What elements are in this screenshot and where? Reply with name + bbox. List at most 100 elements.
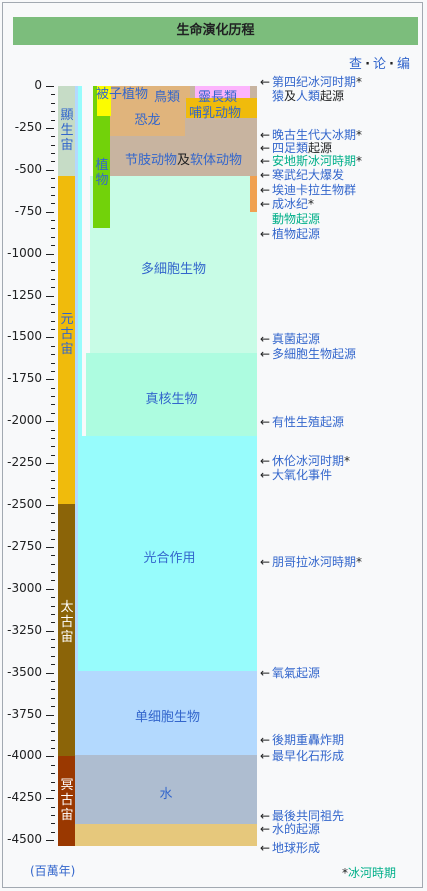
region-orange-stub (250, 176, 257, 212)
talk-link[interactable]: 论 (373, 57, 387, 72)
axis-minor-tick (51, 530, 55, 532)
event-great-oxidation[interactable]: ← 大氧化事件 (260, 468, 333, 482)
event-fungi-origin[interactable]: ← 真菌起源 (260, 332, 321, 346)
axis-tick-mark (46, 295, 54, 297)
axis-tick-mark (46, 714, 54, 716)
event-animal-origin[interactable]: 動物起源 (272, 212, 321, 226)
axis-minor-tick (51, 831, 55, 833)
region-eukaryotes (86, 353, 257, 436)
axis-minor-tick (51, 655, 55, 657)
event-earth-formation[interactable]: ← 地球形成 (260, 841, 321, 855)
axis-minor-tick (51, 245, 55, 247)
axis-minor-tick (51, 261, 55, 263)
axis-tick-mark (46, 127, 54, 129)
region-plants (93, 86, 110, 228)
event-ediacaran-biota[interactable]: ← 埃迪卡拉生物群 (260, 183, 357, 197)
label-plants: 植物 (95, 158, 109, 188)
axis-tick-label: -1750 (7, 371, 42, 386)
event-huronian-glaciation[interactable]: ← 休伦冰河时期* (260, 454, 351, 468)
axis-minor-tick (51, 446, 55, 448)
axis-minor-tick (51, 572, 55, 574)
navbar: 查 · 论 · 编 (349, 57, 410, 72)
label-photosynthesis: 光合作用 (143, 551, 196, 566)
event-cryogenian[interactable]: ← 成冰纪* (260, 197, 315, 211)
axis-minor-tick (51, 303, 55, 305)
eon-archean (58, 504, 75, 756)
axis-tick-label: 0 (34, 78, 42, 92)
axis-tick-label: -3250 (7, 622, 42, 637)
eon-phanerozoic-label: 顯生宙 (60, 108, 74, 153)
event-cambrian-explosion[interactable]: ← 寒武纪大爆发 (260, 168, 345, 182)
edit-link[interactable]: 编 (396, 57, 410, 72)
axis-minor-tick (51, 563, 55, 565)
label-single-cell: 单细胞生物 (134, 710, 200, 725)
event-late-heavy-bombardment[interactable]: ← 後期重轟炸期 (260, 733, 345, 747)
axis-minor-tick (51, 186, 55, 188)
axis-minor-tick (51, 412, 55, 414)
axis-tick-mark (46, 169, 54, 171)
event-multicellular-origin[interactable]: ← 多細胞生物起源 (260, 347, 357, 361)
event-apes-humans[interactable]: 猿及人類起源 (272, 89, 345, 103)
axis-minor-tick (51, 488, 55, 490)
axis-tick-mark (46, 253, 54, 255)
axis-minor-tick (51, 354, 55, 356)
event-sexual-reproduction[interactable]: ← 有性生殖起源 (260, 415, 345, 429)
axis-minor-tick (51, 136, 55, 138)
axis-tick-label: -2500 (7, 497, 42, 511)
label-eukaryotes: 真核生物 (145, 392, 198, 407)
axis-tick-label: -500 (14, 161, 42, 176)
axis-minor-tick (51, 111, 55, 113)
region-primates (195, 86, 250, 100)
label-multicellular: 多細胞生物 (140, 262, 206, 277)
axis-minor-tick (51, 278, 55, 280)
axis-tick-label: -3500 (7, 664, 42, 679)
axis-minor-tick (51, 789, 55, 791)
axis-minor-tick (51, 404, 55, 406)
axis-minor-tick (51, 220, 55, 222)
eon-phanerozoic (58, 86, 75, 176)
axis-minor-tick (51, 429, 55, 431)
diagram-title: 生命演化历程 (13, 17, 418, 45)
event-pongola-glaciation[interactable]: ← 朋哥拉冰河時期* (260, 555, 363, 569)
axis-minor-tick (51, 119, 55, 121)
axis-tick-label: -2750 (7, 538, 42, 553)
axis-minor-tick (51, 639, 55, 641)
event-earliest-fossils[interactable]: ← 最早化石形成 (260, 749, 345, 763)
event-plant-origin[interactable]: ← 植物起源 (260, 227, 321, 241)
event-luca[interactable]: ← 最後共同祖先 (260, 809, 345, 823)
label-angiosperms: 被子植物 (96, 87, 149, 102)
axis-minor-tick (51, 647, 55, 649)
axis-minor-tick (51, 815, 55, 817)
axis-minor-tick (51, 329, 55, 331)
axis-minor-tick (51, 622, 55, 624)
axis-tick-label: -2000 (7, 413, 42, 428)
axis-minor-tick (51, 773, 55, 775)
axis-minor-tick (51, 287, 55, 289)
axis-minor-tick (51, 153, 55, 155)
legend: *冰河時期 (342, 864, 396, 881)
event-water-origin[interactable]: ← 水的起源 (260, 822, 321, 836)
event-quaternary-glaciation[interactable]: ← 第四纪冰河时期* (260, 75, 363, 89)
event-andean-saharan[interactable]: ← 安地斯冰河時期* (260, 154, 363, 168)
event-karoo-ice-age[interactable]: ← 晚古生代大冰期* (260, 128, 363, 142)
axis-minor-tick (51, 320, 55, 322)
region-birds (150, 86, 190, 102)
axis-tick-mark (46, 86, 54, 87)
axis-tick-label: -750 (14, 203, 42, 218)
axis-minor-tick (51, 748, 55, 750)
axis-tick-label: -1250 (7, 287, 42, 302)
legend-text[interactable]: 冰河時期 (348, 866, 397, 880)
axis-minor-tick (51, 479, 55, 481)
event-oxygen-origin[interactable]: ← 氧氣起源 (260, 666, 321, 680)
axis-minor-tick (51, 228, 55, 230)
view-link[interactable]: 查 (349, 57, 363, 72)
axis-tick-label: -4250 (7, 790, 42, 805)
eon-hadean-label: 冥古宙 (60, 778, 74, 823)
axis-minor-tick (51, 270, 55, 272)
axis-minor-tick (51, 806, 55, 808)
axis-minor-tick (51, 102, 55, 104)
axis-tick-label: -4500 (7, 832, 42, 847)
axis-minor-tick (51, 471, 55, 473)
axis-minor-tick (51, 697, 55, 699)
event-tetrapods[interactable]: ← 四足類起源 (260, 141, 333, 155)
